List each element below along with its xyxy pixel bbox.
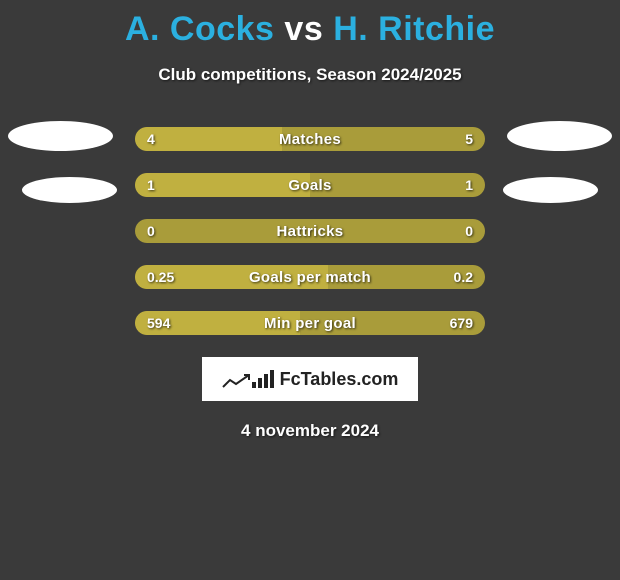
subtitle: Club competitions, Season 2024/2025: [0, 65, 620, 85]
bar-right-value: 1: [465, 173, 473, 197]
bar-row: 594 Min per goal 679: [135, 311, 485, 335]
bar-label: Matches: [135, 127, 485, 151]
bar-row: 4 Matches 5: [135, 127, 485, 151]
bar-label: Hattricks: [135, 219, 485, 243]
brand-line-icon: [222, 374, 250, 388]
bar-right-value: 0.2: [454, 265, 473, 289]
player2-badge-top: [507, 121, 612, 151]
bar-label: Min per goal: [135, 311, 485, 335]
date-text: 4 november 2024: [0, 421, 620, 441]
comparison-bars: 4 Matches 5 1 Goals 1 0 Hattricks 0 0.25…: [135, 127, 485, 335]
bar-label: Goals: [135, 173, 485, 197]
page-title: A. Cocks vs H. Ritchie: [0, 0, 620, 49]
bar-row: 0 Hattricks 0: [135, 219, 485, 243]
brand-box[interactable]: FcTables.com: [202, 357, 418, 401]
brand-bar-icon: [270, 370, 274, 388]
player1-badge-bottom: [22, 177, 117, 203]
brand-text: FcTables.com: [280, 369, 399, 390]
bar-right-value: 5: [465, 127, 473, 151]
player1-name: A. Cocks: [125, 10, 275, 48]
brand-bar-icon: [252, 382, 256, 388]
player2-name: H. Ritchie: [333, 10, 495, 48]
brand-chart-icon: [222, 370, 274, 388]
bar-label: Goals per match: [135, 265, 485, 289]
brand-bar-icon: [258, 378, 262, 388]
bar-row: 1 Goals 1: [135, 173, 485, 197]
player1-badge-top: [8, 121, 113, 151]
vs-text: vs: [284, 10, 323, 48]
bar-right-value: 679: [450, 311, 473, 335]
brand-bar-icon: [264, 374, 268, 388]
bar-row: 0.25 Goals per match 0.2: [135, 265, 485, 289]
bar-right-value: 0: [465, 219, 473, 243]
player2-badge-bottom: [503, 177, 598, 203]
